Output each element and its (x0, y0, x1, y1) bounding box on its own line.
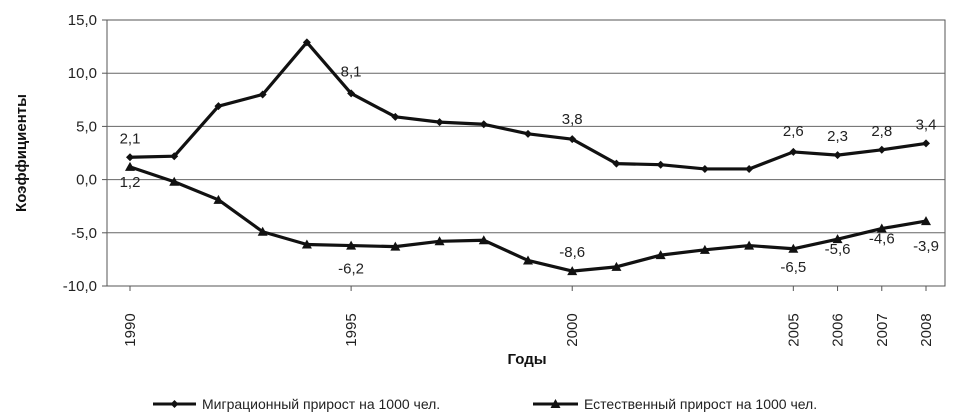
natural-point (213, 194, 224, 204)
migration-point (214, 102, 223, 111)
natural-point (655, 250, 666, 260)
migration-data-label: 2,1 (120, 130, 141, 147)
natural-point (257, 226, 268, 236)
natural-point (523, 255, 533, 265)
migration-point (612, 159, 621, 168)
natural-point (301, 239, 312, 249)
x-tick-label: 2005 (785, 313, 802, 346)
x-tick-label: 2007 (874, 313, 891, 346)
migration-data-label: 8,1 (341, 63, 362, 80)
migration-point (745, 164, 754, 173)
data-labels: 2,1 8,1 3,8 2,6 2,3 2,8 3,4 1,2 -6,2 -8,6 -6,5 -5,6… (120, 63, 939, 277)
natural-data-label: -4,6 (869, 231, 895, 248)
migration-point (877, 145, 886, 154)
y-tick-label: 15,0 (68, 12, 97, 29)
migration-point (302, 38, 311, 47)
natural-data-label: -6,2 (338, 261, 364, 278)
migration-point (568, 135, 577, 144)
x-axis-ticks: 1990 1995 2000 2005 2006 2007 2008 (122, 286, 935, 347)
legend-label: Миграционный прирост на 1000 чел. (202, 396, 440, 412)
migration-point (126, 153, 134, 162)
migration-point (170, 152, 179, 161)
natural-data-label: -8,6 (559, 244, 585, 261)
legend-marker (170, 400, 179, 408)
y-tick-label: 0,0 (76, 172, 97, 189)
natural-point (788, 243, 799, 253)
x-tick-label: 2000 (564, 313, 581, 346)
y-tick-label: 10,0 (68, 65, 97, 82)
y-tick-label: -5,0 (71, 225, 97, 242)
x-tick-label: 2008 (918, 313, 935, 346)
natural-point (478, 235, 489, 245)
migration-point (479, 120, 488, 129)
migration-data-label: 2,3 (827, 128, 848, 145)
y-tick-label: 5,0 (76, 118, 97, 135)
migration-point (922, 139, 930, 148)
migration-point (789, 147, 798, 156)
x-tick-label: 1995 (343, 313, 360, 346)
natural-point (832, 234, 843, 244)
natural-point (699, 244, 710, 254)
legend: Миграционный прирост на 1000 чел. Естеств… (153, 396, 817, 412)
natural-point (744, 240, 755, 250)
migration-point (435, 118, 444, 127)
natural-data-label: 1,2 (120, 174, 141, 191)
x-tick-label: 2006 (830, 313, 847, 346)
natural-point (921, 216, 931, 226)
natural-point (346, 240, 357, 250)
y-axis-title: Коэффициенты (13, 94, 30, 212)
natural-point (169, 176, 180, 186)
migration-point (656, 160, 665, 169)
migration-point (258, 90, 267, 99)
natural-data-label: -5,6 (825, 241, 851, 258)
migration-point (700, 164, 709, 173)
natural-point (390, 241, 401, 251)
x-axis-title: Годы (507, 351, 546, 368)
natural-data-label: -6,5 (780, 259, 806, 276)
natural-point (567, 266, 578, 276)
legend-marker (550, 399, 561, 408)
migration-point (524, 129, 532, 138)
gridlines (107, 72, 945, 234)
y-tick-label: -10,0 (63, 278, 97, 295)
migration-data-label: 3,4 (916, 116, 937, 133)
migration-point (833, 151, 842, 160)
natural-point (876, 223, 887, 233)
migration-data-label: 3,8 (562, 111, 583, 128)
x-tick-label: 1990 (122, 313, 139, 346)
migration-data-label: 2,6 (783, 123, 804, 140)
migration-point (391, 112, 400, 121)
migration-data-label: 2,8 (871, 123, 892, 140)
natural-point (125, 161, 135, 171)
natural-point (611, 261, 622, 271)
y-axis-ticks: 15,0 10,0 5,0 0,0 -5,0 -10,0 (63, 12, 107, 295)
legend-label: Естественный прирост на 1000 чел. (584, 396, 817, 412)
series-markers (125, 38, 931, 276)
migration-point (347, 89, 356, 98)
natural-data-label: -3,9 (913, 238, 939, 255)
natural-point (434, 236, 445, 246)
